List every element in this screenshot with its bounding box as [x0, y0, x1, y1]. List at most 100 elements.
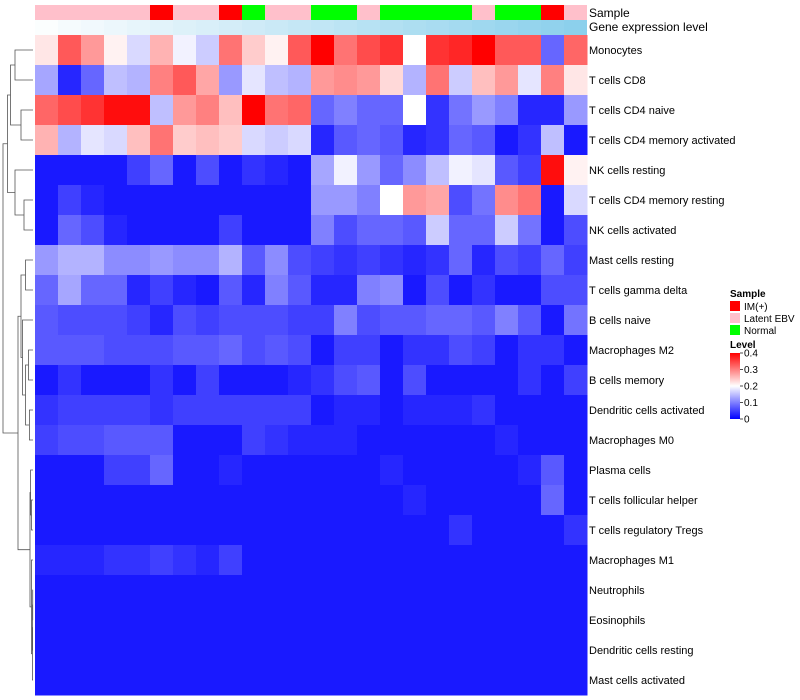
heatmap-cell: [564, 155, 588, 186]
heatmap-cell: [242, 245, 266, 276]
heatmap-cell: [495, 95, 519, 126]
heatmap-cell: [357, 335, 381, 366]
heatmap-cell: [242, 95, 266, 126]
heatmap-cell: [449, 575, 473, 606]
heatmap-cell: [196, 455, 220, 486]
heatmap-cell: [127, 335, 151, 366]
sample-annotation-cell: [196, 5, 219, 20]
heatmap-cell: [541, 425, 565, 456]
heatmap-cell: [35, 485, 59, 516]
heatmap-cell: [58, 485, 82, 516]
heatmap-cell: [380, 485, 404, 516]
heatmap-cell: [564, 305, 588, 336]
heatmap-cell: [564, 425, 588, 456]
heatmap-cell: [265, 515, 289, 546]
heatmap-cell: [403, 365, 427, 396]
heatmap-cell: [81, 545, 105, 576]
sample-annotation-cell: [173, 5, 196, 20]
heatmap-cell: [495, 365, 519, 396]
heatmap-cell: [288, 425, 312, 456]
heatmap-cell: [150, 245, 174, 276]
row-labels: Monocytes T cells CD8 T cells CD4 naive T c…: [589, 45, 736, 687]
heatmap-cell: [219, 275, 243, 306]
heatmap-cell: [518, 635, 542, 666]
heatmap-cell: [380, 395, 404, 426]
heatmap-cell: [104, 395, 128, 426]
heatmap-cell: [403, 275, 427, 306]
heatmap-cell: [564, 665, 588, 696]
heatmap-cell: [357, 245, 381, 276]
heatmap-cell: [150, 395, 174, 426]
heatmap-cell: [357, 65, 381, 96]
heatmap-cell: [265, 275, 289, 306]
heatmap-cell: [150, 635, 174, 666]
heatmap-cell: [196, 365, 220, 396]
heatmap-cell: [35, 545, 59, 576]
heatmap-cell: [449, 395, 473, 426]
heatmap-cell: [334, 95, 358, 126]
heatmap-cell: [58, 335, 82, 366]
heatmap-cell: [311, 35, 335, 66]
heatmap-cell: [426, 155, 450, 186]
heatmap-cell: [426, 275, 450, 306]
heatmap-cell: [357, 425, 381, 456]
sample-legend-label: IM(+): [744, 302, 768, 313]
heatmap-cell: [196, 575, 220, 606]
sample-legend-title: Sample: [730, 289, 766, 300]
row-label: Eosinophils: [589, 615, 646, 627]
heatmap-cell: [81, 275, 105, 306]
heatmap-cell: [426, 545, 450, 576]
sample-legend-label: Normal: [744, 326, 776, 337]
heatmap-cell: [58, 365, 82, 396]
heatmap-cell: [472, 305, 496, 336]
heatmap-cell: [495, 335, 519, 366]
heatmap-cell: [81, 455, 105, 486]
heatmap-cell: [58, 275, 82, 306]
heatmap-cell: [403, 395, 427, 426]
heatmap-cell: [334, 545, 358, 576]
heatmap-cells: [35, 35, 588, 696]
heatmap-cell: [311, 65, 335, 96]
heatmap-cell: [150, 665, 174, 696]
heatmap-cell: [127, 575, 151, 606]
heatmap-cell: [265, 665, 289, 696]
heatmap-cell: [518, 395, 542, 426]
row-label: NK cells resting: [589, 165, 665, 177]
heatmap-cell: [127, 515, 151, 546]
heatmap-cell: [35, 245, 59, 276]
heatmap-cell: [288, 125, 312, 156]
dendrogram-branch: [25, 259, 33, 291]
heatmap-cell: [150, 605, 174, 636]
heatmap-cell: [472, 65, 496, 96]
heatmap-cell: [472, 605, 496, 636]
heatmap-cell: [334, 65, 358, 96]
heatmap-cell: [518, 185, 542, 216]
heatmap-cell: [495, 575, 519, 606]
heatmap-cell: [541, 365, 565, 396]
heatmap-cell: [196, 635, 220, 666]
heatmap-cell: [265, 305, 289, 336]
heatmap-cell: [357, 95, 381, 126]
heatmap-cell: [242, 35, 266, 66]
heatmap-cell: [541, 395, 565, 426]
heatmap-cell: [403, 35, 427, 66]
heatmap-cell: [311, 95, 335, 126]
heatmap-cell: [173, 545, 197, 576]
heatmap-cell: [150, 125, 174, 156]
heatmap-cell: [334, 395, 358, 426]
heatmap-cell: [81, 365, 105, 396]
gene-expression-annotation-cell: [472, 20, 495, 35]
heatmap-cell: [173, 155, 197, 186]
row-label: Dendritic cells activated: [589, 405, 705, 417]
heatmap-cell: [472, 275, 496, 306]
heatmap-cell: [472, 35, 496, 66]
heatmap-cell: [127, 35, 151, 66]
heatmap-cell: [495, 395, 519, 426]
heatmap-cell: [449, 275, 473, 306]
heatmap-cell: [380, 575, 404, 606]
heatmap-cell: [380, 305, 404, 336]
heatmap-cell: [564, 575, 588, 606]
heatmap-cell: [150, 275, 174, 306]
heatmap-cell: [35, 275, 59, 306]
heatmap-cell: [334, 35, 358, 66]
